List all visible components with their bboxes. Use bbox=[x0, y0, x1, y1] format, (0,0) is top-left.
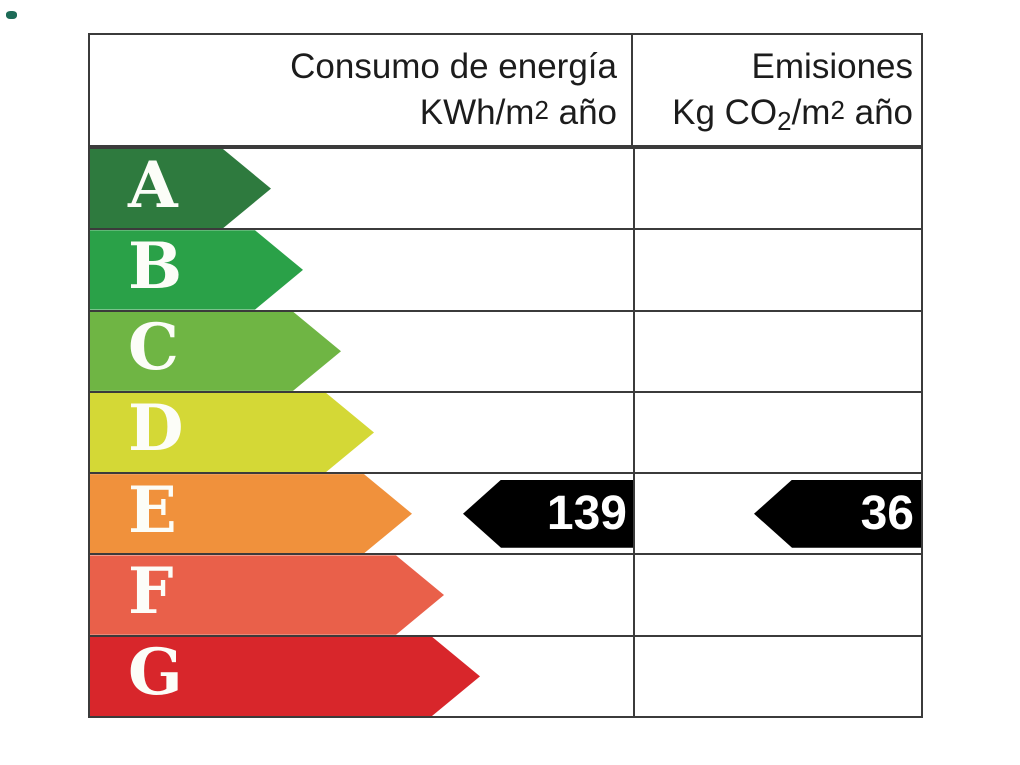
rating-row-c: C bbox=[90, 309, 921, 391]
rating-letter: A bbox=[128, 147, 178, 223]
rating-rows-area: A B C D E bbox=[90, 147, 921, 716]
consumption-value: 139 bbox=[546, 486, 627, 540]
rating-letter: B bbox=[128, 228, 183, 304]
rating-letter: D bbox=[128, 391, 184, 467]
rating-row-g: G bbox=[90, 634, 921, 716]
emissions-value-arrow: 36 bbox=[754, 479, 921, 548]
rating-row-a: A bbox=[90, 147, 921, 228]
rating-row-d: D bbox=[90, 390, 921, 472]
rating-arrow-a: A bbox=[90, 149, 271, 228]
rating-letter: C bbox=[128, 310, 179, 386]
rating-letter: F bbox=[128, 554, 174, 630]
column-divider bbox=[633, 147, 635, 716]
scan-artifact-dot bbox=[6, 11, 17, 19]
table-header-row: Consumo de energía KWh/m2 año Emisiones … bbox=[90, 35, 921, 147]
rating-arrow-g: G bbox=[90, 637, 480, 716]
rating-letter: E bbox=[128, 472, 177, 548]
emissions-header-unit: Kg CO2/m2 año bbox=[672, 93, 913, 136]
rating-row-f: F bbox=[90, 553, 921, 634]
rating-arrow-f: F bbox=[90, 555, 444, 634]
consumption-value-arrow: 139 bbox=[463, 479, 633, 548]
consumption-header-unit: KWh/m2 año bbox=[419, 93, 617, 132]
emissions-column-header: Emisiones Kg CO2/m2 año bbox=[633, 35, 921, 145]
rating-row-e: E 139 36 bbox=[90, 472, 921, 553]
rating-row-b: B bbox=[90, 228, 921, 309]
rating-arrow-d: D bbox=[90, 393, 374, 472]
consumption-header-title: Consumo de energía bbox=[290, 46, 617, 86]
emissions-value: 36 bbox=[860, 486, 914, 540]
rating-letter: G bbox=[128, 635, 183, 711]
rating-arrow-c: C bbox=[90, 312, 341, 391]
emissions-header-title: Emisiones bbox=[751, 46, 913, 86]
rating-arrow-b: B bbox=[90, 230, 303, 309]
certificate-table: Consumo de energía KWh/m2 año Emisiones … bbox=[88, 33, 923, 718]
rating-arrow-e: E bbox=[90, 474, 412, 553]
consumption-column-header: Consumo de energía KWh/m2 año bbox=[90, 35, 633, 145]
